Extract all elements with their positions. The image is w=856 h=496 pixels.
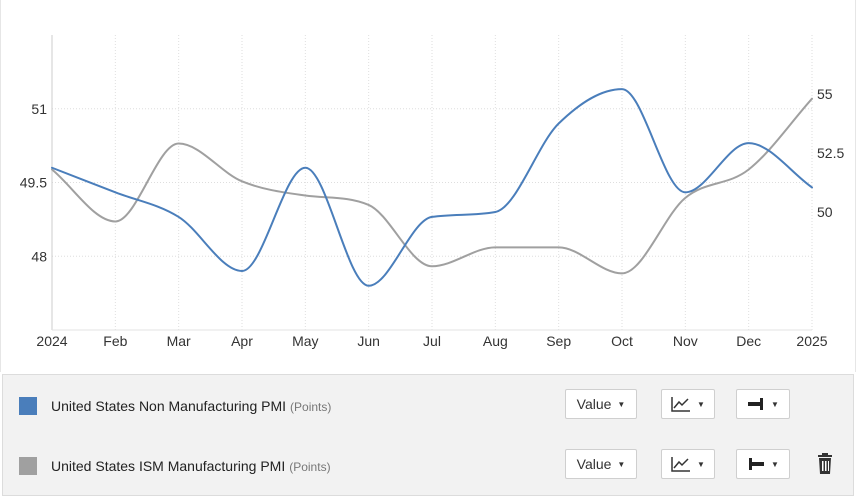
- caret-down-icon: ▼: [771, 459, 779, 469]
- legend-series-unit: (Points): [289, 460, 331, 474]
- x-tick-label: Feb: [103, 333, 127, 349]
- line-chart-icon: [671, 397, 691, 412]
- x-tick-label: Oct: [611, 333, 633, 349]
- y-tick-label-right: 50: [817, 204, 833, 220]
- x-tick-label: Jun: [357, 333, 380, 349]
- y-tick-label-left: 51: [31, 101, 47, 117]
- axis-left-icon: [749, 458, 765, 470]
- chart-type-dropdown-button[interactable]: ▼: [661, 449, 715, 479]
- y-tick-label-right: 52.5: [817, 145, 844, 161]
- legend-series-label: United States Non Manufacturing PMI: [51, 398, 287, 414]
- y-tick-label-left: 48: [31, 248, 47, 264]
- chart-area: 51 49.5 48 55 52.5 50 2024 Feb Mar Apr May Jun Jul Au…: [0, 0, 856, 372]
- x-tick-label: 2025: [796, 333, 827, 349]
- x-tick-label: Aug: [483, 333, 508, 349]
- chart-type-dropdown-button[interactable]: ▼: [661, 389, 715, 419]
- value-dropdown-button[interactable]: Value ▼: [565, 449, 637, 479]
- x-tick-label: Nov: [673, 333, 698, 349]
- caret-down-icon: ▼: [617, 459, 626, 469]
- x-tick-label: Dec: [736, 333, 761, 349]
- series-line-non-manufacturing: [51, 88, 813, 287]
- legend-series-label: United States ISM Manufacturing PMI: [51, 458, 286, 474]
- axis-side-dropdown-button[interactable]: ▼: [736, 389, 790, 419]
- legend-series-unit: (Points): [290, 400, 332, 414]
- y-tick-label-left: 49.5: [20, 175, 47, 191]
- series-color-swatch[interactable]: [19, 397, 37, 415]
- legend-panel: United States Non Manufacturing PMI (Poin…: [2, 374, 854, 496]
- caret-down-icon: ▼: [617, 399, 626, 409]
- x-tick-label: 2024: [36, 333, 67, 349]
- y-tick-label-right: 55: [817, 86, 833, 102]
- caret-down-icon: ▼: [697, 399, 705, 409]
- caret-down-icon: ▼: [697, 459, 705, 469]
- value-dropdown-label: Value: [576, 456, 612, 472]
- legend-series-name: United States ISM Manufacturing PMI (Poin…: [51, 458, 331, 474]
- legend-row-non-manufacturing: United States Non Manufacturing PMI (Poin…: [3, 375, 853, 435]
- x-tick-label: May: [292, 333, 318, 349]
- value-dropdown-label: Value: [576, 396, 612, 412]
- series-color-swatch[interactable]: [19, 457, 37, 475]
- series-line-ism-manufacturing: [51, 97, 813, 275]
- x-tick-label: Jul: [423, 333, 441, 349]
- legend-row-ism-manufacturing: United States ISM Manufacturing PMI (Poin…: [3, 435, 853, 495]
- x-tick-label: Apr: [231, 333, 253, 349]
- axis-right-icon: [748, 398, 764, 410]
- line-chart-icon: [671, 457, 691, 472]
- trash-icon[interactable]: [815, 452, 835, 476]
- value-dropdown-button[interactable]: Value ▼: [565, 389, 637, 419]
- chart-svg: 51 49.5 48 55 52.5 50 2024 Feb Mar Apr May Jun Jul Au…: [20, 35, 844, 349]
- x-tick-label: Mar: [167, 333, 191, 349]
- caret-down-icon: ▼: [771, 399, 779, 409]
- x-tick-label: Sep: [546, 333, 571, 349]
- axis-side-dropdown-button[interactable]: ▼: [736, 449, 790, 479]
- legend-series-name: United States Non Manufacturing PMI (Poin…: [51, 398, 331, 414]
